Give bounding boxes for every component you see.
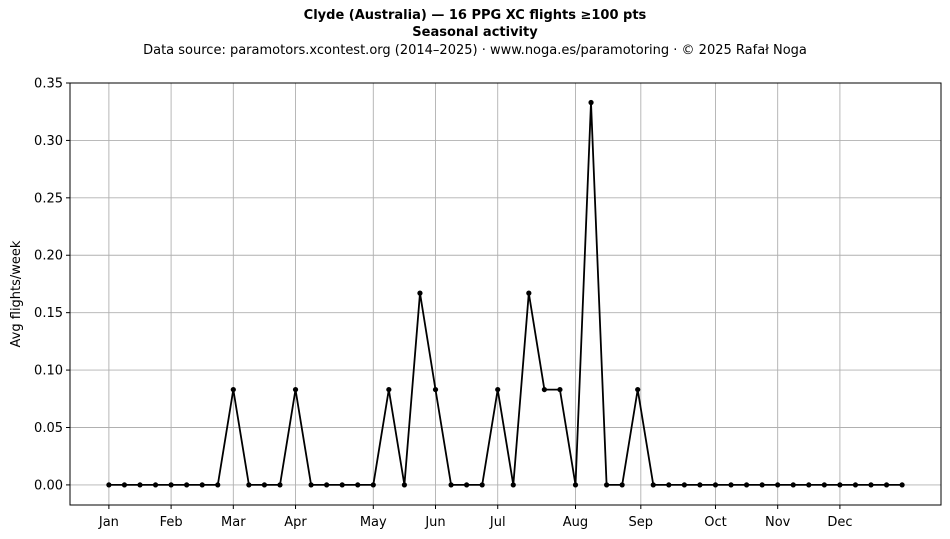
data-point [588, 99, 594, 106]
data-point [557, 386, 563, 393]
y-tick-label: 0.30 [34, 134, 63, 149]
data-point [432, 386, 439, 393]
x-tick-label: Aug [563, 515, 588, 530]
data-point [495, 386, 501, 393]
data-point [837, 482, 843, 488]
x-tick-label: Dec [827, 515, 852, 530]
plot-frame [69, 82, 942, 506]
x-tick-label: Nov [765, 515, 791, 530]
data-point [541, 386, 547, 393]
data-point [386, 386, 392, 393]
x-tick-label: Jan [98, 515, 119, 530]
y-tick-label: 0.00 [34, 478, 63, 493]
data-point [728, 482, 734, 488]
series-line [108, 101, 903, 486]
data-point [308, 482, 314, 488]
y-tick-label: 0.25 [34, 191, 63, 206]
data-point [883, 482, 890, 488]
y-tick-label: 0.10 [34, 364, 63, 379]
data-point [650, 482, 656, 488]
data-point [790, 482, 796, 488]
data-point [759, 482, 765, 488]
x-tick-label: Feb [160, 515, 183, 530]
y-tick-label: 0.20 [34, 249, 63, 264]
data-point [184, 482, 190, 488]
data-point [526, 290, 532, 296]
data-point [261, 482, 268, 488]
source-note: Data source: paramotors.xcontest.org (20… [143, 43, 807, 58]
data-point [137, 482, 143, 488]
data-point [324, 482, 330, 488]
x-tick-label: Jul [489, 515, 506, 530]
data-point [464, 482, 470, 488]
data-point [572, 482, 579, 488]
y-tick-label: 0.35 [34, 77, 63, 92]
data-point [448, 482, 454, 488]
data-point [821, 482, 827, 488]
x-tick-label: Apr [284, 515, 307, 530]
data-point [510, 482, 516, 488]
data-point [370, 482, 376, 488]
data-point [339, 482, 345, 488]
data-point [292, 386, 299, 393]
x-tick-label: Sep [629, 515, 654, 530]
y-tick-label: 0.15 [34, 306, 63, 321]
data-point [355, 482, 361, 488]
data-point [152, 482, 159, 488]
data-point [246, 482, 252, 488]
x-tick-label: May [360, 515, 387, 530]
data-point [899, 482, 905, 488]
data-point [121, 482, 128, 488]
data-point [401, 482, 408, 488]
data-point [619, 482, 625, 488]
data-point [743, 482, 750, 488]
data-point [277, 482, 283, 488]
y-tick-label: 0.05 [34, 421, 63, 436]
data-point [168, 482, 174, 488]
data-point [635, 386, 641, 393]
x-tick-label: Jun [424, 515, 445, 530]
x-tick-label: Oct [704, 515, 726, 530]
data-point [230, 386, 236, 393]
data-point [479, 482, 485, 488]
chart-subtitle: Seasonal activity [412, 25, 538, 40]
x-tick-label: Mar [221, 515, 246, 530]
data-point [417, 290, 423, 296]
data-point [215, 482, 221, 488]
data-point [697, 482, 703, 488]
chart-title: Clyde (Australia) — 16 PPG XC flights ≥1… [303, 8, 647, 23]
data-point [666, 482, 672, 488]
data-point [106, 482, 112, 488]
y-axis-label: Avg flights/week [9, 240, 24, 347]
data-point [603, 482, 610, 488]
data-point [806, 482, 812, 488]
data-point [681, 482, 687, 488]
data-point [852, 482, 859, 488]
data-point [712, 482, 719, 488]
data-point [199, 482, 205, 488]
data-point [868, 482, 874, 488]
data-point [775, 482, 781, 488]
